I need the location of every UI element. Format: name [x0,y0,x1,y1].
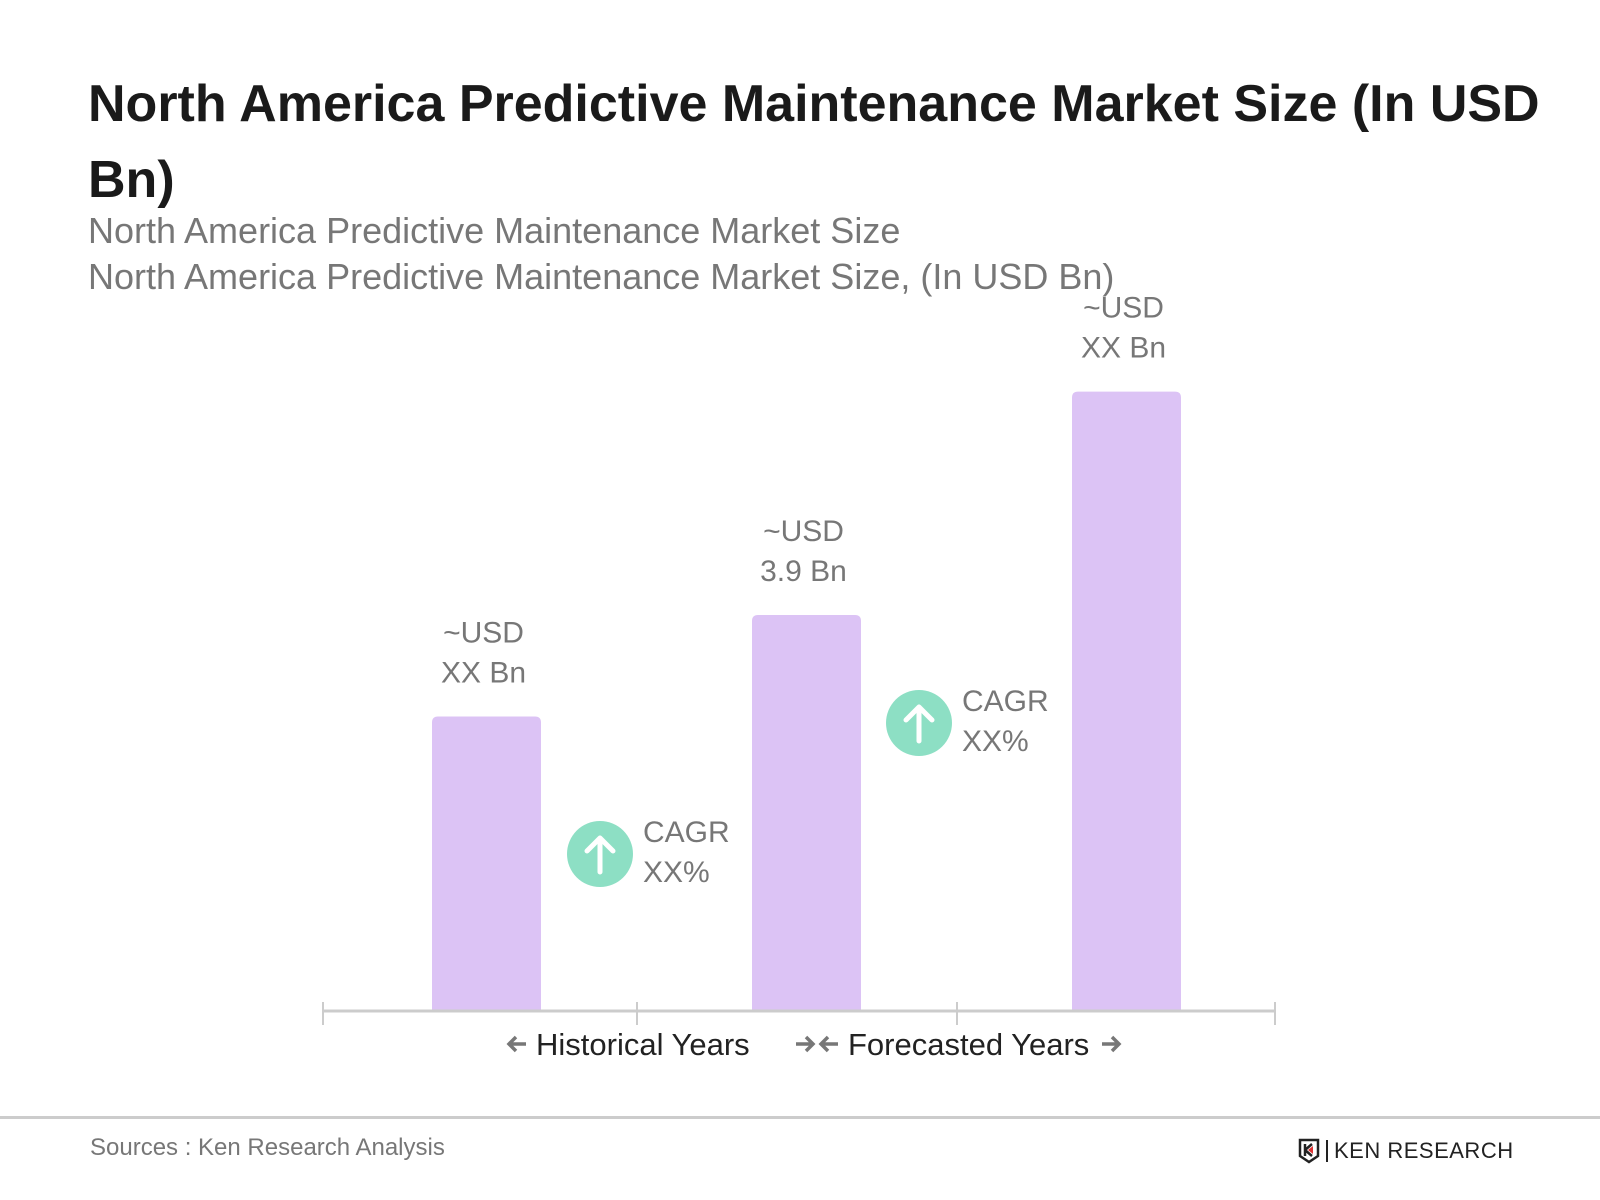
bar [752,615,861,1011]
cagr-value: XX% [962,725,1029,758]
arrow-right-icon [796,1035,816,1053]
ken-research-logo: KEN RESEARCH [1298,1138,1514,1164]
cagr-value: XX% [643,856,710,889]
data-label: ~USD [1083,292,1164,325]
chart-subtitle: North America Predictive Maintenance Mar… [88,210,901,251]
data-label: ~USD [443,617,524,650]
chart-subtitle-2: North America Predictive Maintenance Mar… [88,256,1115,297]
ken-logo-icon [1298,1138,1320,1164]
cagr-label: CAGR [643,816,730,849]
bar [432,716,541,1011]
period-label: Historical Years [536,1027,750,1062]
period-label: Forecasted Years [848,1027,1089,1062]
arrow-right-icon [1102,1035,1122,1053]
footer-divider [0,1116,1600,1119]
arrow-up-glyph [584,835,616,875]
data-label: ~USD [763,515,844,548]
bar [1072,391,1181,1012]
arrow-up-glyph [903,704,935,744]
arrow-left-icon [506,1035,526,1053]
logo-text: KEN RESEARCH [1334,1138,1514,1163]
data-label: XX Bn [441,657,526,690]
source-note: Sources : Ken Research Analysis [90,1134,445,1161]
data-label: 3.9 Bn [760,555,847,588]
arrow-left-icon [818,1035,838,1053]
data-label: XX Bn [1081,332,1166,365]
chart-title: North America Predictive Maintenance Mar… [88,75,1540,209]
cagr-label: CAGR [962,685,1049,718]
